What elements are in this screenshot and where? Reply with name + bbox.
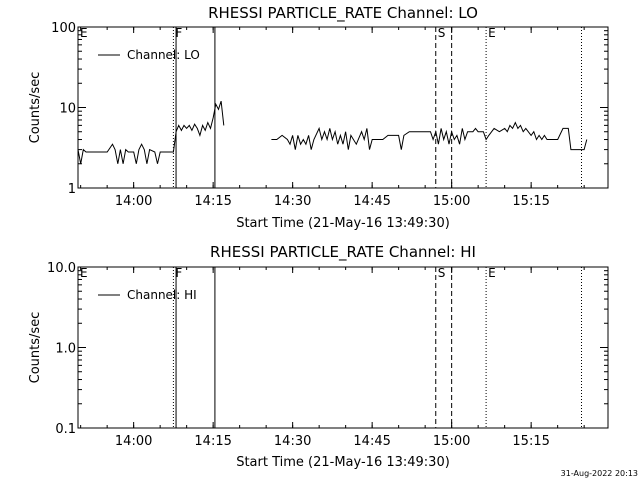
x-tick-label: 14:30	[274, 194, 311, 209]
annotation-label: E	[80, 26, 88, 40]
annotation-label: E	[80, 266, 88, 280]
x-tick-label: 14:15	[194, 194, 231, 209]
y-tick-label: 10	[59, 102, 76, 117]
annotation-label: E	[488, 26, 496, 40]
x-tick-label: 14:45	[353, 434, 390, 449]
annotation-label: F	[175, 26, 182, 40]
annotation-label: E	[488, 266, 496, 280]
legend-label: Channel: HI	[127, 288, 197, 302]
panel-2: RHESSI PARTICLE_RATE Channel: HI 14:00 14:…	[28, 243, 609, 470]
annotation-label: S	[438, 266, 446, 280]
annotation-label: F	[175, 266, 182, 280]
legend: Channel: LO	[98, 48, 200, 62]
legend-label: Channel: LO	[127, 48, 200, 62]
series-line	[77, 100, 225, 164]
x-tick-label: 15:00	[433, 434, 470, 449]
x-axis-label: Start Time (21-May-16 13:49:30)	[236, 216, 450, 231]
x-tick-label: 14:45	[353, 194, 390, 209]
y-tick-label: 1	[68, 182, 76, 197]
y-tick-label: 0.1	[55, 422, 76, 437]
timestamp: 31-Aug-2022 20:13	[561, 469, 638, 478]
y-tick-label: 1.0	[55, 342, 76, 357]
x-tick-label: 15:15	[512, 434, 549, 449]
y-tick-label: 100	[51, 21, 76, 36]
x-tick-label: 15:00	[433, 194, 470, 209]
x-tick-label: 14:00	[115, 194, 152, 209]
chart-title: RHESSI PARTICLE_RATE Channel: LO	[208, 4, 478, 23]
legend: Channel: HI	[98, 288, 197, 302]
chart-title: RHESSI PARTICLE_RATE Channel: HI	[210, 243, 476, 262]
series-line	[271, 121, 588, 151]
x-tick-label: 14:30	[274, 434, 311, 449]
x-axis-label: Start Time (21-May-16 13:49:30)	[236, 455, 450, 470]
y-tick-label: 10.0	[47, 261, 76, 276]
x-tick-label: 15:15	[512, 194, 549, 209]
x-tick-label: 14:15	[194, 434, 231, 449]
y-axis-label: Counts/sec	[28, 312, 43, 384]
y-axis-label: Counts/sec	[28, 72, 43, 144]
panel-1: RHESSI PARTICLE_RATE Channel: LO 14:00 14:…	[28, 4, 609, 231]
annotation-label: S	[438, 26, 446, 40]
x-tick-label: 14:00	[115, 434, 152, 449]
